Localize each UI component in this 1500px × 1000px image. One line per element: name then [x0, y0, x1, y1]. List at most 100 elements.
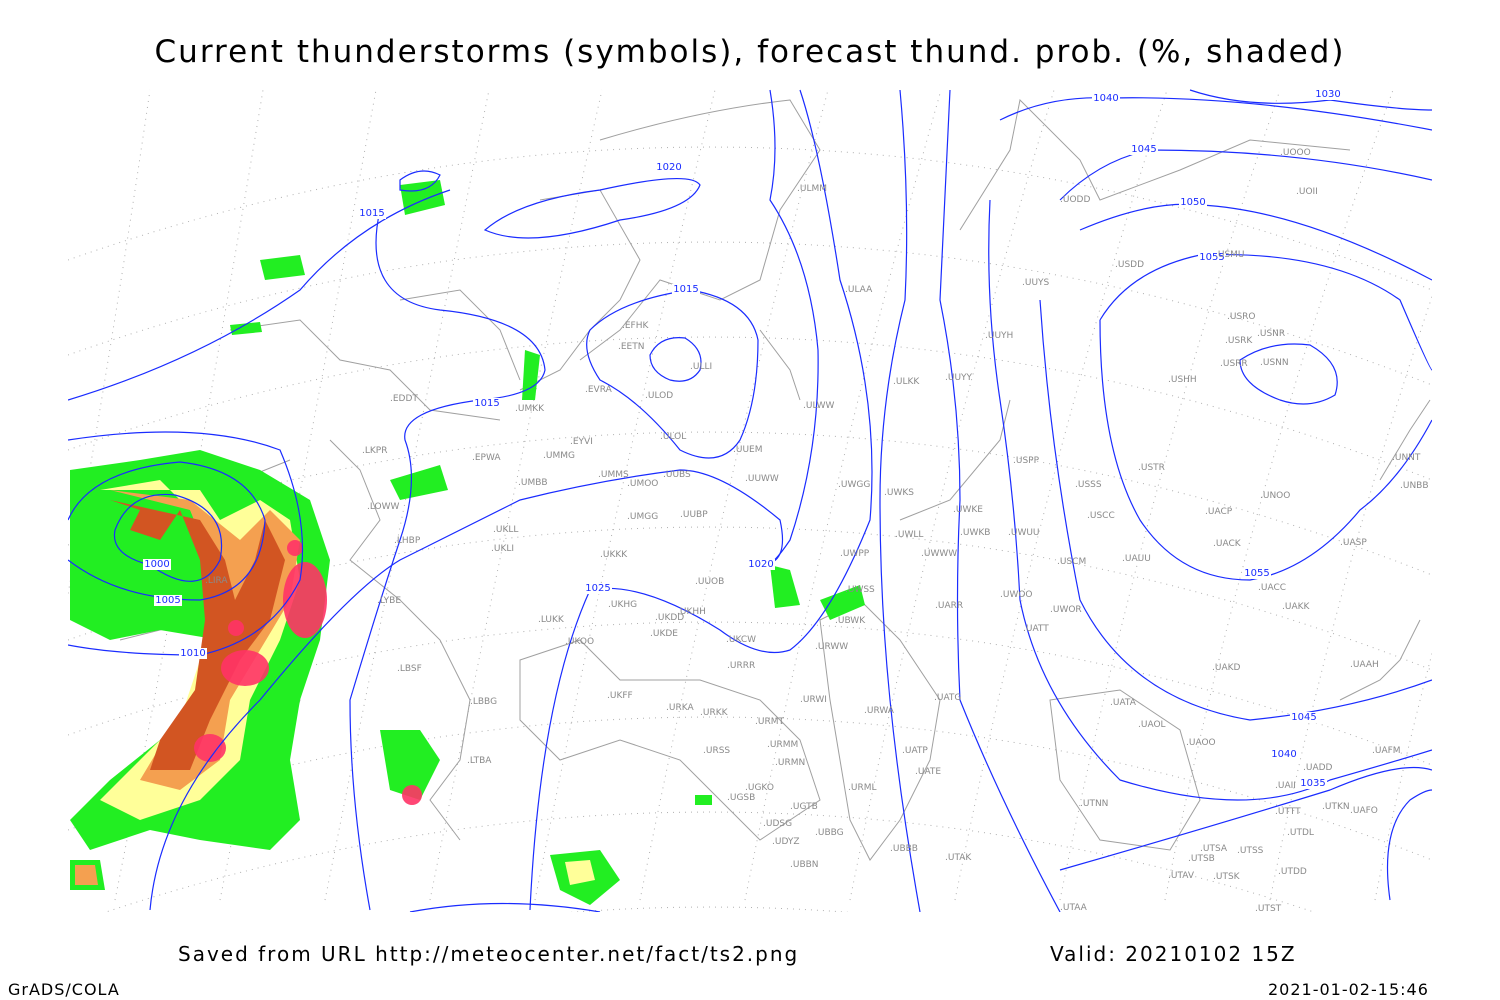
station-label: .USPP — [1013, 456, 1040, 466]
probability-area-prob-mid — [565, 860, 595, 885]
isobar-label: 1020 — [748, 559, 773, 570]
meridian-line — [1269, 295, 1432, 901]
station-label: .USNN — [1260, 358, 1289, 368]
station-label: .UAAH — [1350, 660, 1379, 670]
isobar-line — [939, 89, 1061, 912]
station-label: .URWW — [815, 642, 848, 652]
station-label: .UKOO — [565, 637, 594, 647]
station-label: .UWOO — [1000, 590, 1033, 600]
probability-area-prob-low — [260, 255, 305, 280]
station-label: .LIRA — [205, 576, 228, 586]
probability-area-prob-low — [770, 565, 800, 608]
isobar-label-bg — [672, 284, 700, 295]
station-label: .UMGG — [627, 512, 658, 522]
station-label: .UATP — [902, 746, 928, 756]
isobar-label: 1035 — [1300, 778, 1325, 789]
isobar-label: 1055 — [1199, 252, 1224, 263]
coastline — [1379, 399, 1431, 481]
thunderstorm-symbol-cluster — [228, 620, 244, 636]
isobar-label-bg — [655, 162, 683, 173]
isobar-label: 1015 — [673, 284, 698, 295]
thunderstorm-symbols — [194, 540, 422, 805]
station-label: .UTAA — [1060, 903, 1088, 913]
isobar-label-bg — [1092, 93, 1120, 104]
station-label: .UATT — [1023, 624, 1049, 634]
isobar-label-bg — [358, 208, 386, 219]
isobar-label-bg — [1243, 568, 1271, 579]
station-label: .UMKK — [515, 404, 545, 414]
isobar-label-bg — [584, 583, 612, 594]
coastline — [229, 319, 501, 421]
isobar-label: 1050 — [1180, 197, 1205, 208]
station-label: .USDD — [1115, 260, 1144, 270]
station-label: .USMU — [1215, 250, 1245, 260]
thunderstorm-probability-shading — [70, 180, 865, 905]
probability-area-prob-high — [75, 865, 98, 885]
station-label: .UKHG — [608, 600, 637, 610]
thunderstorm-symbol-cluster — [283, 562, 327, 638]
isobar-label: 1045 — [1291, 712, 1316, 723]
station-label: .USTR — [1138, 463, 1165, 473]
station-label: .UDYZ — [772, 837, 800, 847]
isobar-line — [349, 209, 546, 911]
station-label: .UTDD — [1278, 867, 1307, 877]
station-label: .LKPR — [362, 446, 387, 456]
station-label: .UAKD — [1212, 663, 1241, 673]
station-label: .LBBG — [470, 697, 497, 707]
station-label: .UKFF — [607, 691, 633, 701]
station-label: .UUOB — [695, 577, 724, 587]
isobar-label-bg — [1299, 778, 1327, 789]
station-label: .UAKK — [1282, 602, 1311, 612]
coastline — [579, 99, 821, 361]
thunderstorm-symbol-cluster — [194, 734, 226, 762]
isobar-label: 1010 — [180, 648, 205, 659]
station-label: .UATA — [1110, 698, 1137, 708]
isobar-line — [1189, 89, 1432, 111]
isobar-line — [999, 97, 1432, 131]
station-label: .UWKB — [960, 528, 990, 538]
probability-area-prob-low — [695, 795, 712, 805]
station-label: .ULLI — [690, 362, 712, 372]
station-label: .UTNN — [1080, 799, 1108, 809]
isobar-line — [1099, 253, 1432, 581]
station-label: .ULOD — [645, 391, 673, 401]
station-label: .EDDT — [390, 394, 418, 404]
station-label: .UACP — [1205, 507, 1233, 517]
isobar-line — [1059, 766, 1432, 871]
station-label: .UWKE — [953, 505, 983, 515]
coastline — [959, 98, 1351, 231]
station-label: .UMBB — [518, 478, 548, 488]
station-label: .USCM — [1057, 557, 1086, 567]
station-label: .UKKK — [600, 550, 628, 560]
station-label: .UWKS — [884, 488, 914, 498]
coastline — [899, 399, 1011, 521]
station-label: .URWA — [864, 706, 895, 716]
station-label: .URMN — [775, 758, 805, 768]
thunderstorm-symbol-cluster — [402, 785, 422, 805]
station-label: .UTAK — [945, 853, 972, 863]
station-label: .LTBA — [467, 756, 492, 766]
station-label: .ULMM — [797, 184, 827, 194]
meridian-line — [1059, 89, 1281, 901]
station-label: .URKA — [666, 703, 694, 713]
valid-time: Valid: 20210102 15Z — [1050, 942, 1297, 966]
software-credit: GrADS/COLA — [8, 980, 120, 999]
station-label: .UKLL — [493, 525, 518, 535]
station-label: .UWWW — [921, 549, 957, 559]
isobar-label-bg — [1179, 197, 1207, 208]
station-label: .UBWK — [835, 616, 866, 626]
station-label: .URML — [848, 783, 876, 793]
station-label: .UUWW — [745, 474, 779, 484]
station-label: .EYVI — [570, 437, 593, 447]
isobar-line — [1239, 343, 1338, 405]
station-label: .UARR — [935, 601, 963, 611]
meridian-line — [1374, 651, 1432, 901]
station-label: .UTDL — [1287, 828, 1314, 838]
station-label: .UTSB — [1188, 854, 1215, 864]
meridian-line — [1164, 89, 1394, 901]
station-label: .UNOO — [1260, 491, 1290, 501]
station-label: .UUYY — [945, 373, 973, 383]
station-label: .URWI — [800, 695, 827, 705]
isobar-label: 1045 — [1131, 144, 1156, 155]
